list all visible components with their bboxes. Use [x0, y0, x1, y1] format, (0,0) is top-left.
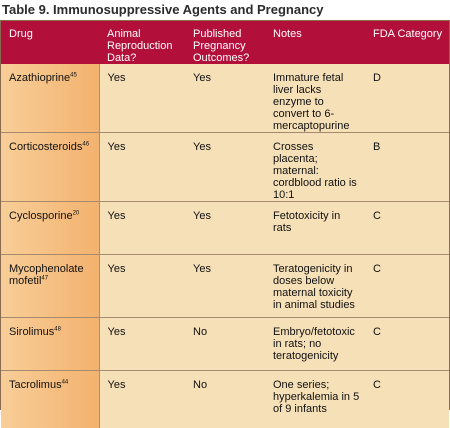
fda-category-cell: C	[365, 254, 449, 318]
table-row: Cyclosporine20 Yes Yes Fetotoxicity in r…	[1, 201, 449, 255]
column-header-published-outcomes: Published Pregnancy Outcomes?	[185, 21, 265, 64]
table-header-row: Drug Animal Reproduction Data? Published…	[1, 21, 449, 64]
table-title: Table 9. Immunosuppressive Agents and Pr…	[2, 2, 324, 17]
published-outcomes-cell: Yes	[185, 201, 265, 255]
table-row: Tacrolimus44 Yes No One series; hyperkal…	[1, 370, 449, 428]
fda-category-cell: C	[365, 201, 449, 255]
drug-cell: Sirolimus48	[1, 317, 100, 371]
table-container: Drug Animal Reproduction Data? Published…	[0, 20, 450, 428]
pregnancy-table: Drug Animal Reproduction Data? Published…	[1, 21, 449, 428]
fda-category-cell: D	[365, 64, 449, 133]
notes-cell: Crosses placenta; maternal: cordblood ra…	[265, 132, 365, 202]
drug-cell: Azathioprine45	[1, 64, 100, 133]
fda-category-cell: C	[365, 370, 449, 428]
table-row: Azathioprine45 Yes Yes Immature fetal li…	[1, 64, 449, 133]
column-header-animal-data: Animal Reproduction Data?	[99, 21, 185, 64]
column-header-notes: Notes	[265, 21, 365, 64]
animal-data-cell: Yes	[99, 370, 185, 428]
drug-cell: Mycophenolate mofetil47	[1, 254, 100, 318]
notes-cell: Immature fetal liver lacks enzyme to con…	[265, 64, 365, 133]
notes-cell: Fetotoxicity in rats	[265, 201, 365, 255]
column-header-fda-category: FDA Category	[365, 21, 449, 64]
notes-cell: Embryo/fetotoxic in rats; no teratogenic…	[265, 317, 365, 371]
published-outcomes-cell: Yes	[185, 132, 265, 202]
fda-category-cell: C	[365, 317, 449, 371]
animal-data-cell: Yes	[99, 317, 185, 371]
notes-cell: One series; hyperkalemia in 5 of 9 infan…	[265, 370, 365, 428]
animal-data-cell: Yes	[99, 254, 185, 318]
table-row: Mycophenolate mofetil47 Yes Yes Teratoge…	[1, 254, 449, 318]
drug-cell: Tacrolimus44	[1, 370, 100, 428]
drug-cell: Corticosteroids46	[1, 132, 100, 202]
published-outcomes-cell: No	[185, 370, 265, 428]
published-outcomes-cell: Yes	[185, 64, 265, 133]
fda-category-cell: B	[365, 132, 449, 202]
animal-data-cell: Yes	[99, 201, 185, 255]
published-outcomes-cell: Yes	[185, 254, 265, 318]
notes-cell: Teratogenicity in doses below maternal t…	[265, 254, 365, 318]
column-header-drug: Drug	[1, 21, 99, 64]
table-row: Sirolimus48 Yes No Embryo/fetotoxic in r…	[1, 317, 449, 371]
drug-cell: Cyclosporine20	[1, 201, 100, 255]
table-row: Corticosteroids46 Yes Yes Crosses placen…	[1, 132, 449, 202]
animal-data-cell: Yes	[99, 132, 185, 202]
published-outcomes-cell: No	[185, 317, 265, 371]
animal-data-cell: Yes	[99, 64, 185, 133]
